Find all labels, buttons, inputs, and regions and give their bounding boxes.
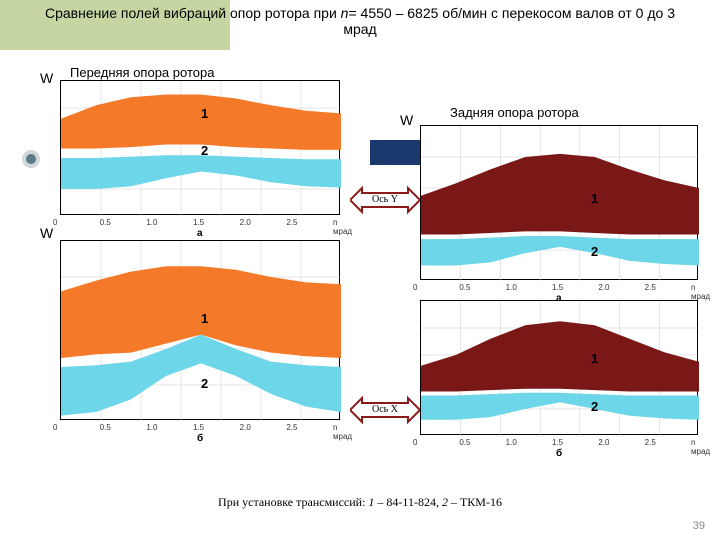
w-label-bl: W [40, 225, 53, 241]
series-1-label: 1 [591, 191, 598, 206]
xtick-label: 1.5 [193, 218, 204, 227]
page-number: 39 [693, 520, 705, 532]
series-2-label: 2 [591, 244, 598, 259]
xtick-label: 1.0 [146, 218, 157, 227]
xtick-label: 0.5 [100, 218, 111, 227]
xtick-label: 0 [413, 283, 417, 292]
xtick-label: 0.5 [459, 438, 470, 447]
chart-front-y: 1200.51.01.52.02.5n мрада [60, 80, 340, 215]
axis-y-arrow: Ось Y [350, 185, 420, 215]
bullet-icon [22, 150, 40, 168]
caption: При установке трансмиссий: 1 – 84-11-824… [0, 495, 720, 510]
page-title: Сравнение полей вибраций опор ротора при… [30, 5, 690, 37]
chart-front-x: 1200.51.01.52.02.5n мрадб [60, 240, 340, 420]
title-text-post: = 4550 – 6825 об/мин с перекосом валов о… [343, 5, 675, 37]
series-1-label: 1 [591, 351, 598, 366]
xtick-label: 1.5 [552, 283, 563, 292]
axis-x-arrow: Ось X [350, 395, 420, 425]
caption-pre: При установке трансмиссий: [218, 495, 368, 509]
series-2-label: 2 [591, 399, 598, 414]
xtick-label: n мрад [333, 218, 352, 236]
series-2-label: 2 [201, 376, 208, 391]
chart-letter: б [556, 448, 562, 459]
xtick-label: 0.5 [459, 283, 470, 292]
chart-letter: а [197, 228, 203, 239]
xtick-label: 2.5 [286, 218, 297, 227]
xtick-label: 2.5 [645, 438, 656, 447]
chart-back-x: 1200.51.01.52.02.5n мрадб [420, 300, 698, 435]
label-back-support: Задняя опора ротора [450, 105, 579, 120]
series-1-label: 1 [201, 311, 208, 326]
xtick-label: 0 [53, 423, 57, 432]
xtick-label: 1.0 [506, 283, 517, 292]
chart-letter: б [197, 433, 203, 444]
xtick-label: 0 [53, 218, 57, 227]
xtick-label: 2.5 [286, 423, 297, 432]
xtick-label: 2.0 [598, 438, 609, 447]
w-label-tr: W [400, 112, 413, 128]
xtick-label: 1.5 [193, 423, 204, 432]
xtick-label: 2.5 [645, 283, 656, 292]
w-label-tl: W [40, 70, 53, 86]
series-1-label: 1 [201, 106, 208, 121]
xtick-label: 1.0 [506, 438, 517, 447]
xtick-label: 1.5 [552, 438, 563, 447]
series-2-label: 2 [201, 143, 208, 158]
xtick-label: n мрад [691, 438, 710, 456]
xtick-label: n мрад [333, 423, 352, 441]
axis-x-label: Ось X [350, 395, 420, 425]
xtick-label: n мрад [691, 283, 710, 301]
caption-mid2: – ТКМ-16 [448, 495, 502, 509]
xtick-label: 2.0 [240, 423, 251, 432]
xtick-label: 0.5 [100, 423, 111, 432]
chart-back-y: 1200.51.01.52.02.5n мрада [420, 125, 698, 280]
title-text-pre: Сравнение полей вибраций опор ротора при [45, 5, 341, 21]
xtick-label: 0 [413, 438, 417, 447]
axis-y-label: Ось Y [350, 185, 420, 215]
xtick-label: 2.0 [598, 283, 609, 292]
label-front-support: Передняя опора ротора [70, 65, 214, 80]
xtick-label: 1.0 [146, 423, 157, 432]
xtick-label: 2.0 [240, 218, 251, 227]
caption-mid1: – 84-11-824, [374, 495, 442, 509]
